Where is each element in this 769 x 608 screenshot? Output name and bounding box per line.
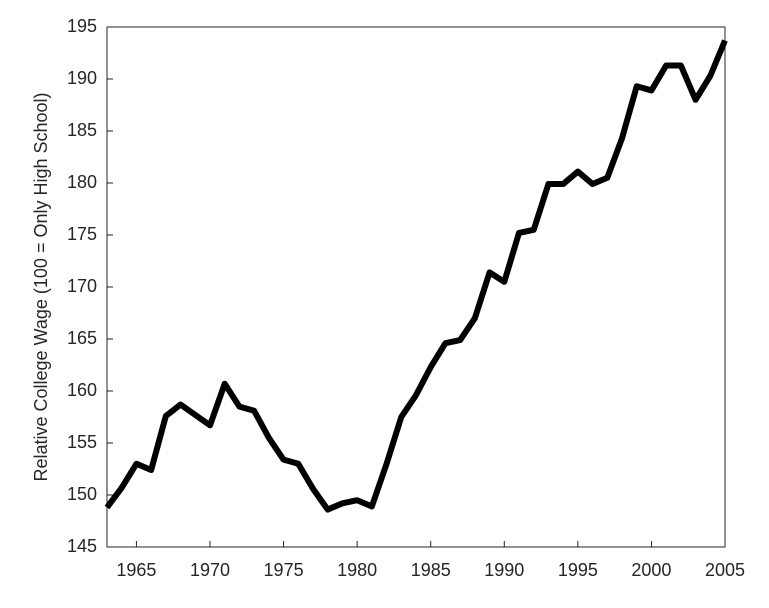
y-tick-label: 155: [67, 432, 97, 452]
x-tick-label: 1985: [411, 560, 451, 580]
y-tick-label: 150: [67, 484, 97, 504]
x-tick-label: 1975: [264, 560, 304, 580]
x-tick-label: 2005: [705, 560, 745, 580]
x-tick-label: 1980: [337, 560, 377, 580]
y-tick-label: 190: [67, 68, 97, 88]
x-tick-label: 2000: [631, 560, 671, 580]
line-series: [104, 39, 728, 513]
y-tick-label: 160: [67, 380, 97, 400]
x-tick-label: 1965: [116, 560, 156, 580]
y-tick-label: 175: [67, 224, 97, 244]
y-tick-label: 195: [67, 16, 97, 36]
y-tick-label: 170: [67, 276, 97, 296]
y-tick-label: 165: [67, 328, 97, 348]
y-tick-label: 145: [67, 536, 97, 556]
y-tick-label: 180: [67, 172, 97, 192]
x-tick-label: 1990: [484, 560, 524, 580]
y-tick-label: 185: [67, 120, 97, 140]
y-axis-label: Relative College Wage (100 = Only High S…: [31, 92, 51, 481]
x-tick-label: 1995: [558, 560, 598, 580]
x-tick-label: 1970: [190, 560, 230, 580]
